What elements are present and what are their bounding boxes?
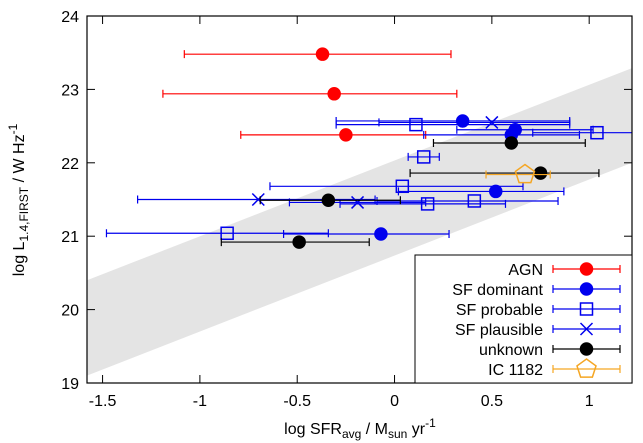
legend-line xyxy=(552,365,621,373)
y-tick-label: 24 xyxy=(61,9,79,26)
point xyxy=(467,194,482,208)
legend: AGN SF dominant SF probable SF plausible unk… xyxy=(414,254,633,384)
point xyxy=(409,117,423,132)
y-tick-label: 23 xyxy=(61,82,79,99)
point xyxy=(485,115,499,129)
point xyxy=(533,166,548,180)
point xyxy=(455,114,470,128)
error-bar xyxy=(282,229,450,238)
legend-line xyxy=(552,305,621,313)
y-tick-label: 20 xyxy=(61,303,79,320)
error-bar xyxy=(409,169,600,178)
error-bar xyxy=(378,118,571,127)
x-axis-title-part: log SFR xyxy=(284,421,342,438)
point xyxy=(590,125,604,140)
legend-marker xyxy=(579,342,594,356)
x-tick-label: 1 xyxy=(585,393,594,410)
point xyxy=(504,136,519,150)
y-tick-label: 21 xyxy=(61,229,79,246)
point xyxy=(351,195,365,209)
y-axis-title: log L1.4,FIRST / W Hz-1 xyxy=(6,123,31,276)
error-bar xyxy=(407,152,440,161)
x-tick-label: 0.5 xyxy=(481,393,503,410)
legend-label: SF plausible xyxy=(455,322,543,339)
x-axis-title-part: / M xyxy=(361,421,388,438)
plot-area xyxy=(87,47,632,376)
legend-marker xyxy=(579,302,594,316)
point xyxy=(292,235,306,249)
x-axis-title-sub: sun xyxy=(388,427,407,441)
point xyxy=(327,87,341,101)
x-tick-label: -1.5 xyxy=(89,393,117,410)
point xyxy=(220,226,234,241)
error-bar xyxy=(105,229,329,238)
y-tick-label: 19 xyxy=(61,376,79,393)
point xyxy=(374,227,388,241)
error-bar xyxy=(376,196,559,205)
point xyxy=(416,150,431,164)
point xyxy=(251,192,265,207)
legend-box xyxy=(414,254,633,384)
axes: -1.5 -1 -0.5 0 0.5 1 19 20 21 22 23 24 xyxy=(61,9,633,410)
x-tick-label: -1 xyxy=(193,393,207,410)
x-axis-title-sub: avg xyxy=(342,427,361,441)
legend-label: unknown xyxy=(479,342,543,359)
error-bar xyxy=(240,130,427,139)
legend-marker xyxy=(579,322,594,336)
y-axis-title-part: log L xyxy=(11,241,28,276)
error-bar xyxy=(532,128,632,137)
legend-label: IC 1182 xyxy=(488,362,543,379)
x-axis-title-sup: -1 xyxy=(425,416,436,430)
y-tick-label: 22 xyxy=(61,156,79,173)
point xyxy=(514,163,536,184)
point xyxy=(321,193,336,207)
legend-marker xyxy=(579,262,594,276)
error-bar xyxy=(162,89,458,98)
band xyxy=(87,68,632,376)
y-axis-title-sub: 1.4,FIRST xyxy=(17,186,31,241)
error-bar xyxy=(485,170,551,179)
point xyxy=(489,184,503,199)
x-axis-title: log SFRavg / Msun yr-1 xyxy=(284,416,436,441)
x-axis-title-part: yr xyxy=(407,421,425,438)
legend-marker xyxy=(576,358,597,378)
point xyxy=(315,47,330,61)
y-axis-title-sup: -1 xyxy=(6,123,20,134)
legend-marker xyxy=(579,282,594,296)
point xyxy=(395,179,410,194)
x-tick-label: -0.5 xyxy=(283,393,311,410)
legend-label: SF probable xyxy=(456,302,543,319)
y-axis-title-part: / W Hz xyxy=(11,134,28,186)
point xyxy=(420,197,435,211)
error-bar xyxy=(397,187,565,196)
x-tick-label: 0 xyxy=(390,393,399,410)
legend-label: AGN xyxy=(508,262,543,279)
plot-frame xyxy=(86,15,633,384)
point xyxy=(339,128,353,142)
legend-label: SF dominant xyxy=(452,282,543,299)
